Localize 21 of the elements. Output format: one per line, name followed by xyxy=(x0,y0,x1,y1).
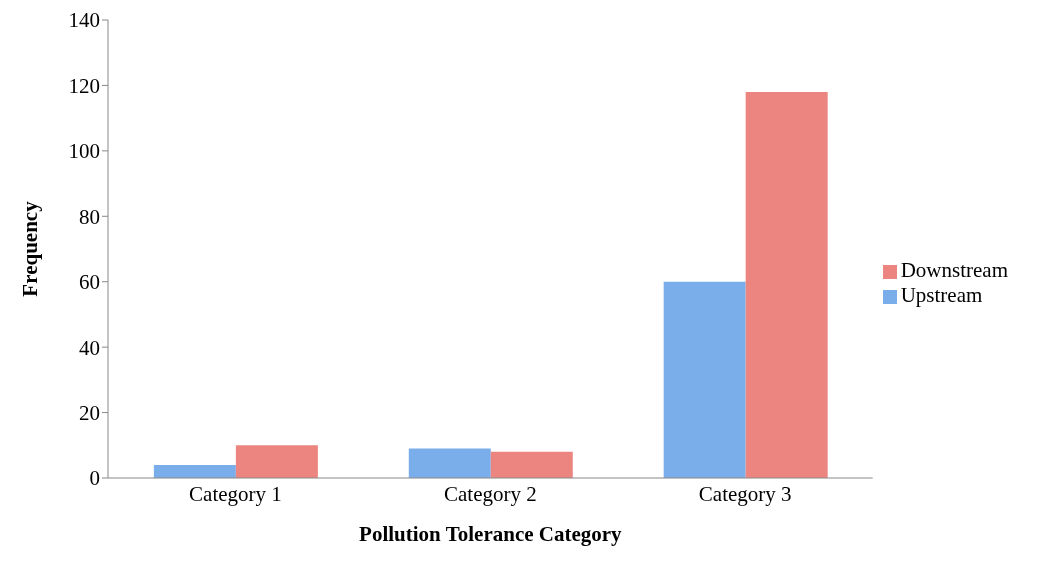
legend-label: Downstream xyxy=(900,258,1008,282)
y-tick-label: 120 xyxy=(68,73,100,98)
y-tick-label: 40 xyxy=(79,335,100,360)
x-tick-label: Category 1 xyxy=(189,481,282,506)
y-tick-label: 20 xyxy=(79,401,100,426)
legend-label: Upstream xyxy=(900,283,983,307)
bar xyxy=(408,448,491,478)
bar xyxy=(490,451,573,478)
x-tick-label: Category 3 xyxy=(698,481,792,506)
x-tick-label: Category 2 xyxy=(443,481,537,506)
bar xyxy=(153,464,236,478)
x-axis-title: Pollution Tolerance Category xyxy=(359,521,623,546)
y-axis-title: Frequency xyxy=(18,200,43,297)
y-tick-label: 60 xyxy=(79,270,100,295)
y-tick-label: 140 xyxy=(68,8,100,33)
bar xyxy=(235,445,318,478)
y-tick-label: 0 xyxy=(89,466,100,491)
y-tick-label: 80 xyxy=(79,204,100,229)
y-tick-label: 100 xyxy=(68,139,100,164)
bar xyxy=(745,91,828,478)
bar xyxy=(663,281,746,478)
